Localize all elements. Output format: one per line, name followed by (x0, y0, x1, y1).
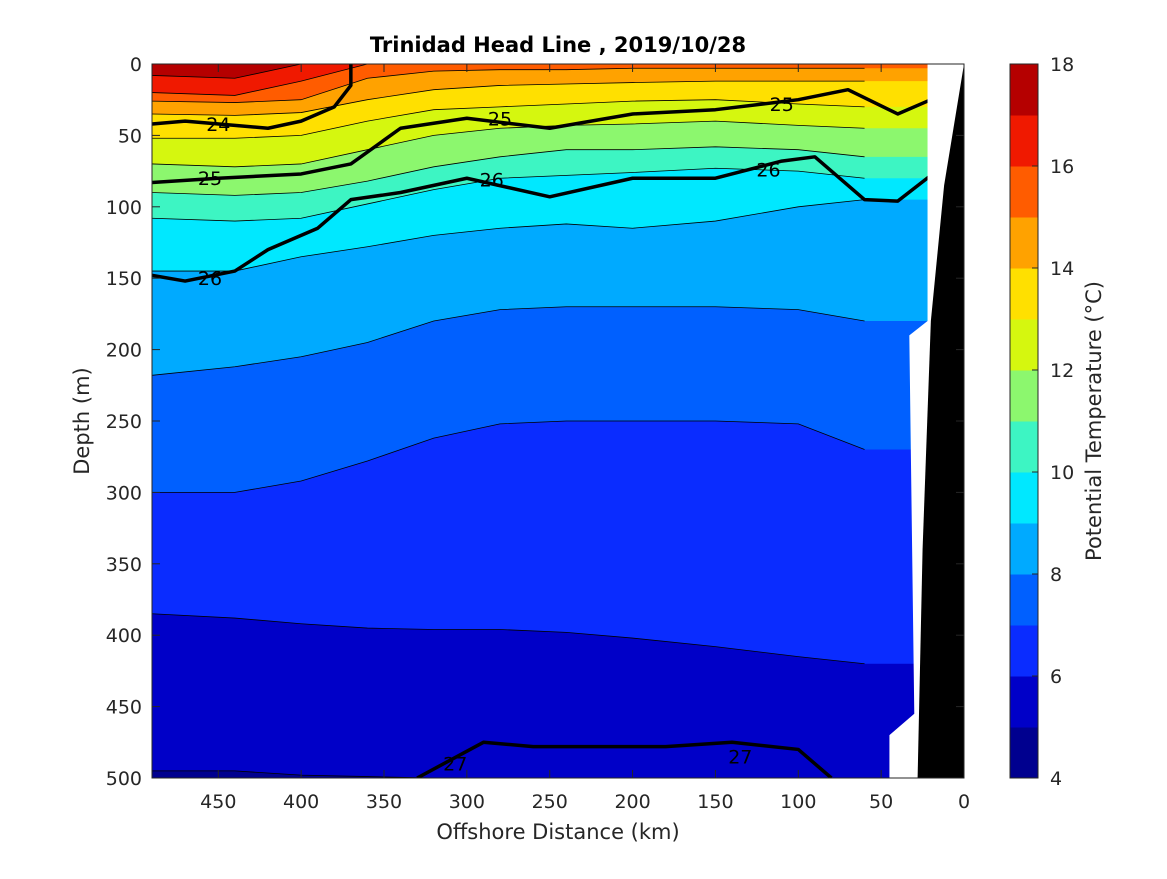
coastal-masks (889, 64, 964, 778)
contour-label-26-6: 26 (198, 268, 222, 290)
isotherm-line-6 (152, 613, 865, 665)
colorbar-swatch-0 (1010, 727, 1038, 779)
isotherm-line-15 (152, 67, 865, 103)
contour-label-25-1: 25 (488, 108, 512, 130)
y-tick-label-200: 200 (106, 340, 142, 362)
y-tick-label-150: 150 (106, 268, 142, 290)
y-axis: 0 50 100 150 200 250 300 350 400 450 500 (106, 54, 964, 790)
colorbar-swatch-13 (1010, 64, 1038, 116)
x-tick-label-250: 250 (532, 791, 568, 813)
contour-label-27-8: 27 (728, 747, 752, 769)
y-tick-label-400: 400 (106, 625, 142, 647)
colorbar-tick-label-14: 14 (1050, 258, 1074, 280)
y-tick-label-300: 300 (106, 482, 142, 504)
contour-label-26-4: 26 (480, 170, 504, 192)
contour-label-24-0: 24 (206, 114, 230, 136)
isotherm-line-11 (152, 146, 865, 196)
isotherm-line-7 (152, 420, 865, 493)
x-tick-label-400: 400 (283, 791, 319, 813)
x-tick-label-50: 50 (869, 791, 893, 813)
density-contours (152, 64, 932, 778)
density-contour-27-3 (416, 740, 833, 778)
chart-title: Trinidad Head Line , 2019/10/28 (370, 33, 746, 57)
density-contour-25-1 (152, 87, 932, 185)
colorbar-swatch-9 (1010, 268, 1038, 320)
colorbar-tick-label-12: 12 (1050, 360, 1074, 382)
isotherm-line-16 (152, 64, 865, 96)
temperature-fills (152, 64, 964, 778)
contour-labels: 24 25 25 25 26 26 26 27 27 (198, 94, 794, 776)
colorbar-swatch-8 (1010, 319, 1038, 371)
colorbar-tick-label-10: 10 (1050, 462, 1074, 484)
colorbar-swatch-3 (1010, 574, 1038, 626)
colorbar-label: Potential Temperature (°C) (1082, 281, 1106, 561)
colorbar-swatch-1 (1010, 676, 1038, 728)
isotherm-line-13 (152, 99, 865, 139)
colorbar (1010, 64, 1038, 779)
thin-isotherms (152, 64, 865, 778)
isotherm-line-14 (152, 80, 865, 116)
y-tick-label-500: 500 (106, 768, 142, 790)
isotherm-line-12 (152, 120, 865, 168)
x-axis-label: Offshore Distance (km) (436, 820, 679, 844)
colorbar-swatch-6 (1010, 421, 1038, 473)
contour-label-25-3: 25 (198, 168, 222, 190)
temperature-band-15 (152, 64, 964, 103)
x-tick-label-150: 150 (697, 791, 733, 813)
contour-label-27-7: 27 (443, 754, 467, 776)
colorbar-tick-label-6: 6 (1050, 666, 1062, 688)
isotherm-line-17 (152, 64, 865, 79)
colorbar-swatch-5 (1010, 472, 1038, 524)
isotherm-line-10 (152, 167, 865, 222)
contour-label-25-2: 25 (770, 94, 794, 116)
colorbar-tick-label-18: 18 (1050, 54, 1074, 76)
x-tick-label-200: 200 (614, 791, 650, 813)
y-tick-label-50: 50 (118, 125, 142, 147)
density-contour-24-0 (152, 64, 353, 131)
y-tick-label-100: 100 (106, 197, 142, 219)
y-tick-label-250: 250 (106, 411, 142, 433)
density-contour-26-2 (152, 155, 932, 283)
x-tick-label-100: 100 (780, 791, 816, 813)
colorbar-border (1009, 63, 1039, 779)
isotherm-line-8 (152, 306, 865, 376)
colorbar-ticks: 4 6 8 10 12 14 16 18 (1032, 54, 1074, 790)
contour-label-26-5: 26 (756, 160, 780, 182)
colorbar-swatch-7 (1010, 370, 1038, 422)
temperature-band-17 (152, 64, 964, 79)
colorbar-tick-label-4: 4 (1050, 768, 1062, 790)
colorbar-tick-label-8: 8 (1050, 564, 1062, 586)
plot-area: 24 25 25 25 26 26 26 27 27 (152, 64, 964, 778)
colorbar-swatch-2 (1010, 625, 1038, 677)
colorbar-swatch-10 (1010, 217, 1038, 269)
x-tick-label-0: 0 (958, 791, 970, 813)
y-tick-label-350: 350 (106, 554, 142, 576)
y-axis-label: Depth (m) (70, 367, 94, 474)
x-tick-label-450: 450 (200, 791, 236, 813)
colorbar-tick-label-16: 16 (1050, 156, 1074, 178)
colorbar-swatch-4 (1010, 523, 1038, 575)
colorbar-swatch-12 (1010, 115, 1038, 167)
x-tick-label-300: 300 (449, 791, 485, 813)
isotherm-line-9 (152, 199, 865, 272)
bathymetry (917, 64, 964, 778)
isotherm-line-5 (152, 770, 438, 778)
x-tick-label-350: 350 (366, 791, 402, 813)
y-tick-label-0: 0 (130, 54, 142, 76)
x-axis: 450 400 350 300 250 200 150 100 50 0 (200, 64, 970, 813)
y-tick-label-450: 450 (106, 697, 142, 719)
colorbar-swatch-11 (1010, 166, 1038, 218)
